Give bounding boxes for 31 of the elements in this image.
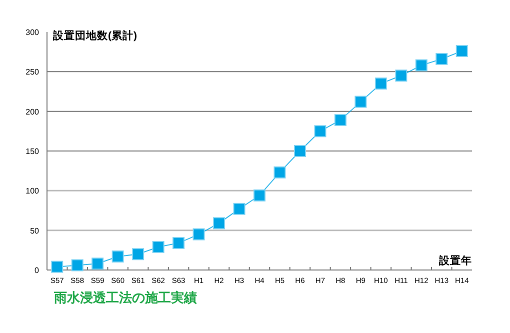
- point: [294, 145, 306, 157]
- point: [354, 96, 367, 108]
- point: [192, 228, 205, 240]
- y-tick-label: 300: [26, 28, 40, 37]
- point: [112, 250, 124, 263]
- y-tick-label: 250: [26, 68, 40, 77]
- point: [274, 166, 286, 178]
- point: [71, 259, 84, 272]
- point: [233, 202, 246, 215]
- point: [334, 114, 346, 126]
- point: [456, 45, 468, 58]
- point: [395, 70, 408, 82]
- point: [172, 237, 185, 250]
- point: [436, 52, 448, 65]
- point: [254, 189, 266, 202]
- y-tick-label: 100: [26, 186, 40, 196]
- point: [51, 260, 64, 273]
- point: [374, 78, 387, 90]
- point: [132, 248, 144, 260]
- y-tick-label: 200: [26, 107, 40, 116]
- point: [213, 217, 226, 230]
- y-tick-label: 50: [30, 226, 40, 236]
- x-axis-title: 設置年: [438, 254, 472, 267]
- text: 雨水浸透工法の施工実績: [53, 290, 197, 305]
- y-tick-label: 150: [26, 147, 40, 156]
- point: [92, 258, 104, 270]
- point: [152, 240, 164, 253]
- y-axis-title: 設置団地数(累計): [52, 29, 137, 42]
- point: [314, 125, 326, 138]
- y-tick-label: 0: [34, 266, 40, 275]
- point: [415, 59, 428, 72]
